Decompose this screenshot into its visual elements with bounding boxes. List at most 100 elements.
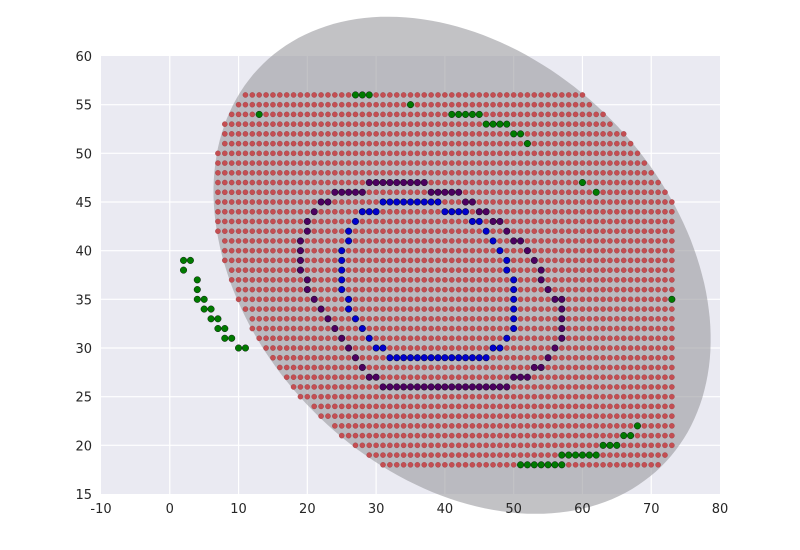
grid-fill-point xyxy=(483,452,489,458)
grid-fill-point xyxy=(290,160,297,166)
grid-fill-point xyxy=(366,325,372,332)
grid-fill-point xyxy=(655,403,661,410)
grid-fill-point xyxy=(614,306,620,312)
grid-fill-point xyxy=(325,286,331,293)
grid-fill-point xyxy=(270,267,276,273)
grid-fill-point xyxy=(318,131,324,137)
grid-fill-point xyxy=(318,354,324,361)
grid-fill-point xyxy=(325,179,331,186)
grid-fill-point xyxy=(263,257,269,264)
grid-fill-point xyxy=(648,189,654,196)
y-tick-label: 30 xyxy=(75,342,92,357)
grid-fill-point xyxy=(490,423,496,429)
grid-fill-point xyxy=(593,364,599,371)
grid-fill-point xyxy=(579,199,586,205)
inner-ring-point xyxy=(407,354,415,362)
grid-fill-point xyxy=(325,150,331,157)
outer-ring-point xyxy=(517,373,525,381)
boundary-point xyxy=(551,461,559,469)
grid-fill-point xyxy=(318,267,324,273)
grid-fill-point xyxy=(524,364,531,371)
grid-fill-point xyxy=(345,384,352,390)
grid-fill-point xyxy=(400,257,407,264)
grid-fill-point xyxy=(387,423,393,429)
grid-fill-point xyxy=(407,218,414,225)
grid-fill-point xyxy=(311,393,317,400)
grid-fill-point xyxy=(614,199,620,205)
grid-fill-point xyxy=(572,267,579,273)
grid-fill-point xyxy=(449,462,455,468)
grid-fill-point xyxy=(607,345,613,351)
grid-fill-point xyxy=(380,140,386,147)
grid-fill-point xyxy=(400,160,407,166)
grid-fill-point xyxy=(559,354,565,361)
grid-fill-point xyxy=(538,316,544,322)
grid-fill-point xyxy=(283,306,290,312)
grid-fill-point xyxy=(504,179,510,186)
grid-fill-point xyxy=(634,150,641,157)
grid-fill-point xyxy=(565,277,572,283)
grid-fill-point xyxy=(572,257,579,264)
grid-fill-point xyxy=(435,277,441,283)
grid-fill-point xyxy=(366,452,372,458)
grid-fill-point xyxy=(531,345,538,351)
grid-fill-point xyxy=(524,354,531,361)
grid-fill-point xyxy=(552,199,558,205)
grid-fill-point xyxy=(490,277,496,283)
grid-fill-point xyxy=(449,325,455,332)
grid-fill-point xyxy=(407,403,414,410)
grid-fill-point xyxy=(565,160,572,166)
outer-ring-point xyxy=(372,373,380,381)
grid-fill-point xyxy=(662,345,668,351)
grid-fill-point xyxy=(366,238,372,244)
grid-fill-point xyxy=(428,345,434,351)
grid-fill-point xyxy=(593,199,599,205)
grid-fill-point xyxy=(600,179,606,186)
grid-fill-point xyxy=(297,374,304,380)
grid-fill-point xyxy=(345,111,352,118)
grid-fill-point xyxy=(627,306,634,312)
grid-fill-point xyxy=(345,393,352,400)
grid-fill-point xyxy=(607,296,613,303)
grid-fill-point xyxy=(614,179,620,186)
grid-fill-point xyxy=(325,131,331,137)
grid-fill-point xyxy=(552,131,558,137)
outer-ring-point xyxy=(427,383,435,391)
grid-fill-point xyxy=(400,208,407,215)
grid-fill-point xyxy=(387,111,393,118)
grid-fill-point xyxy=(648,218,654,225)
boundary-point xyxy=(358,91,366,99)
grid-fill-point xyxy=(504,140,510,147)
grid-fill-point xyxy=(352,374,359,380)
boundary-point xyxy=(558,451,566,459)
grid-fill-point xyxy=(545,238,551,244)
grid-fill-point xyxy=(352,413,359,419)
grid-fill-point xyxy=(428,101,434,108)
grid-fill-point xyxy=(552,325,558,332)
grid-fill-point xyxy=(400,140,407,147)
grid-fill-point xyxy=(366,170,372,176)
grid-fill-point xyxy=(338,238,345,244)
grid-fill-point xyxy=(538,374,544,380)
grid-fill-point xyxy=(504,413,510,419)
grid-fill-point xyxy=(228,150,235,157)
grid-fill-point xyxy=(572,121,579,127)
grid-fill-point xyxy=(497,354,503,361)
grid-fill-point xyxy=(359,403,366,410)
grid-fill-point xyxy=(249,189,256,196)
grid-fill-point xyxy=(538,92,544,98)
grid-fill-point xyxy=(579,247,586,254)
grid-fill-point xyxy=(462,238,469,244)
grid-fill-point xyxy=(483,257,489,264)
inner-ring-point xyxy=(338,266,346,274)
boundary-point xyxy=(462,110,470,118)
grid-fill-point xyxy=(249,238,256,244)
grid-fill-point xyxy=(476,403,483,410)
grid-fill-point xyxy=(428,121,434,127)
grid-fill-point xyxy=(421,316,428,322)
grid-fill-point xyxy=(662,228,668,234)
grid-fill-point xyxy=(552,208,558,215)
grid-fill-point xyxy=(565,325,572,332)
grid-fill-point xyxy=(600,131,606,137)
grid-fill-point xyxy=(593,247,599,254)
